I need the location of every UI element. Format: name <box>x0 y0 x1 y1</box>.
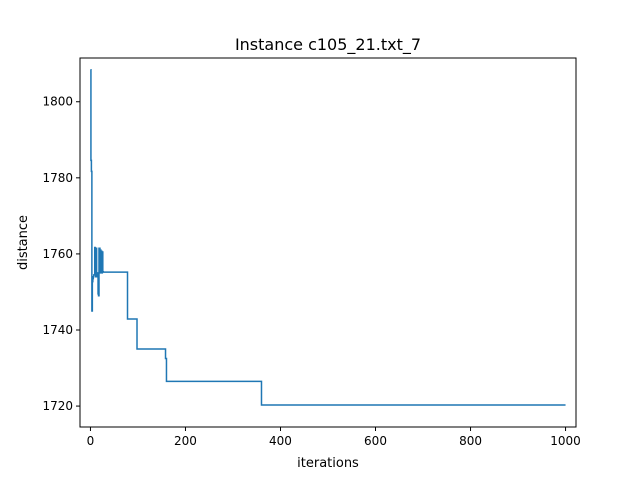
x-tick-label: 200 <box>174 434 197 448</box>
x-axis-ticks: 0 200 400 600 800 1000 <box>87 427 581 448</box>
y-axis-label: distance <box>16 215 31 270</box>
y-tick-label: 1760 <box>42 247 73 261</box>
x-tick-label: 800 <box>459 434 482 448</box>
y-tick-label: 1720 <box>42 399 73 413</box>
y-axis-ticks: 1720 1740 1760 1780 1800 <box>42 95 80 413</box>
axes-frame <box>79 57 577 428</box>
plot-area <box>90 69 566 406</box>
x-tick-label: 0 <box>87 434 95 448</box>
x-tick-label: 400 <box>269 434 292 448</box>
chart-title: Instance c105_21.txt_7 <box>235 35 421 55</box>
x-tick-label: 1000 <box>550 434 581 448</box>
y-tick-label: 1780 <box>42 171 73 185</box>
x-tick-label: 600 <box>364 434 387 448</box>
y-tick-label: 1740 <box>42 323 73 337</box>
series-line-0 <box>90 69 566 406</box>
y-tick-label: 1800 <box>42 95 73 109</box>
x-axis-label: iterations <box>297 456 359 471</box>
